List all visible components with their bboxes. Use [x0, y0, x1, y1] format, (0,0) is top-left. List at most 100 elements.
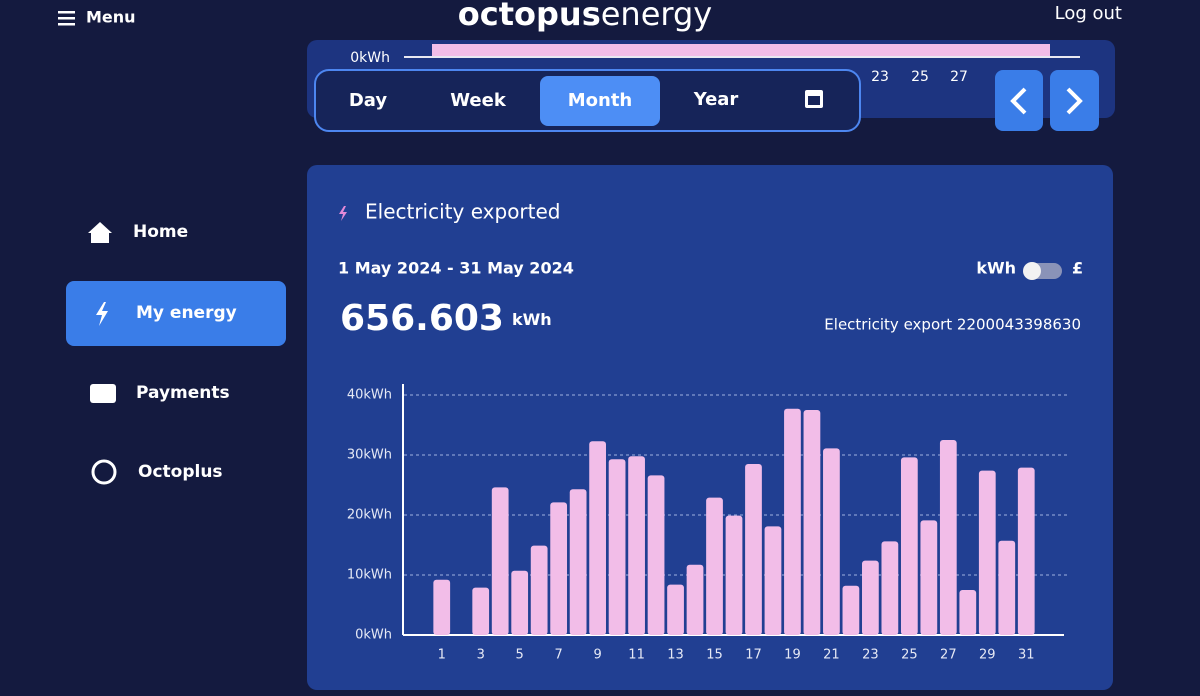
next-button[interactable]: [1050, 70, 1099, 131]
bar: [881, 541, 899, 635]
x-tick-label: 17: [745, 648, 762, 663]
strip-date: 25: [911, 69, 929, 85]
title-icon: [339, 206, 347, 221]
x-tick-label: 9: [593, 648, 601, 663]
menu-label: Menu: [86, 8, 136, 27]
bolt-icon: [96, 302, 108, 326]
bar: [939, 440, 957, 635]
bar: [550, 502, 568, 635]
bar: [511, 570, 529, 635]
x-tick-label: 15: [706, 648, 723, 663]
logo-bold: octopus: [458, 0, 601, 33]
y-tick-label: 30kWh: [347, 448, 392, 463]
total: 656.603 kWh: [340, 298, 552, 339]
toggle-knob: [1023, 262, 1041, 280]
y-tick-label: 40kWh: [347, 388, 392, 403]
menu-icon: [58, 17, 75, 20]
strip-bars: [432, 44, 1050, 56]
bar: [589, 441, 606, 635]
bar: [842, 585, 860, 635]
prev-bg: [995, 70, 1043, 131]
next-arrow: [1066, 87, 1083, 115]
bar: [706, 497, 723, 635]
bar: [959, 590, 977, 635]
logo-light: energy: [601, 0, 713, 33]
strip-axis-label: 0kWh: [350, 50, 390, 66]
x-tick-label: 5: [516, 648, 524, 663]
total-value: 656.603: [340, 298, 504, 339]
x-tick-label: 27: [940, 648, 957, 663]
bar: [823, 448, 840, 635]
bar: [608, 459, 626, 635]
toggle-right: £: [1072, 259, 1083, 278]
prev-arrow: [1010, 87, 1027, 115]
y-tick-label: 10kWh: [347, 568, 392, 583]
nav-label: My energy: [136, 303, 237, 323]
strip-date: 23: [871, 69, 889, 85]
total-unit: kWh: [512, 310, 552, 329]
x-tick-label: 3: [477, 648, 485, 663]
bar: [900, 457, 918, 635]
active-tab-bg: [540, 76, 660, 126]
nav-active-bg: [66, 281, 286, 346]
bar: [920, 520, 938, 635]
tab[interactable]: Month: [568, 90, 633, 111]
x-tick-label: 23: [862, 648, 879, 663]
bar: [686, 564, 704, 635]
menu-icon: [58, 23, 75, 26]
nav-my-energy[interactable]: My energy: [66, 281, 286, 346]
meter: Electricity export 2200043398630: [824, 316, 1081, 334]
logo: octopusenergy: [458, 0, 712, 33]
nav-label: Payments: [136, 383, 230, 403]
calendar-icon-inner: [808, 96, 820, 105]
nav-home[interactable]: Home: [88, 222, 188, 243]
tab[interactable]: Year: [693, 89, 739, 110]
menu-icon: [58, 11, 75, 14]
calendar-button[interactable]: [805, 90, 823, 108]
strip-date: 27: [950, 69, 968, 85]
x-tick-label: 31: [1018, 648, 1035, 663]
x-tick-label: 25: [901, 648, 918, 663]
card-title: Electricity exported: [365, 200, 561, 224]
octoplus-icon: [91, 459, 117, 485]
bar: [628, 456, 645, 635]
date-range: 1 May 2024 - 31 May 2024: [338, 259, 574, 278]
logout[interactable]: Log out: [1055, 3, 1122, 24]
bar: [647, 475, 665, 635]
x-tick-label: 29: [979, 648, 996, 663]
bar: [978, 470, 996, 635]
nav-label: Octoplus: [138, 462, 223, 482]
bar: [725, 515, 743, 635]
bar: [745, 464, 762, 635]
bar: [998, 540, 1016, 635]
y-tick-label: 0kWh: [355, 628, 392, 643]
bar: [667, 584, 684, 635]
bar: [784, 408, 801, 635]
tab[interactable]: Week: [450, 90, 507, 111]
x-tick-label: 1: [438, 648, 446, 663]
x-tick-label: 7: [555, 648, 563, 663]
y-tick-label: 20kWh: [347, 508, 392, 523]
x-tick-label: 21: [823, 648, 840, 663]
tab[interactable]: Day: [349, 90, 388, 111]
bar: [569, 489, 587, 635]
x-tick-label: 13: [667, 648, 684, 663]
bar: [764, 526, 782, 635]
next-bg: [1050, 70, 1099, 131]
unit-toggle[interactable]: [1023, 262, 1062, 280]
nav-label: Home: [133, 222, 188, 242]
wallet-icon: [90, 384, 116, 403]
menu-button[interactable]: Menu: [58, 8, 136, 27]
home-icon: [88, 222, 112, 243]
toggle-left: kWh: [976, 259, 1016, 278]
bar: [433, 579, 451, 635]
nav-octoplus[interactable]: Octoplus: [91, 459, 223, 485]
x-tick-label: 11: [628, 648, 645, 663]
x-tick-label: 19: [784, 648, 801, 663]
bar: [803, 410, 821, 635]
bar: [491, 487, 509, 635]
nav-payments[interactable]: Payments: [90, 383, 230, 403]
prev-button[interactable]: [995, 70, 1043, 131]
